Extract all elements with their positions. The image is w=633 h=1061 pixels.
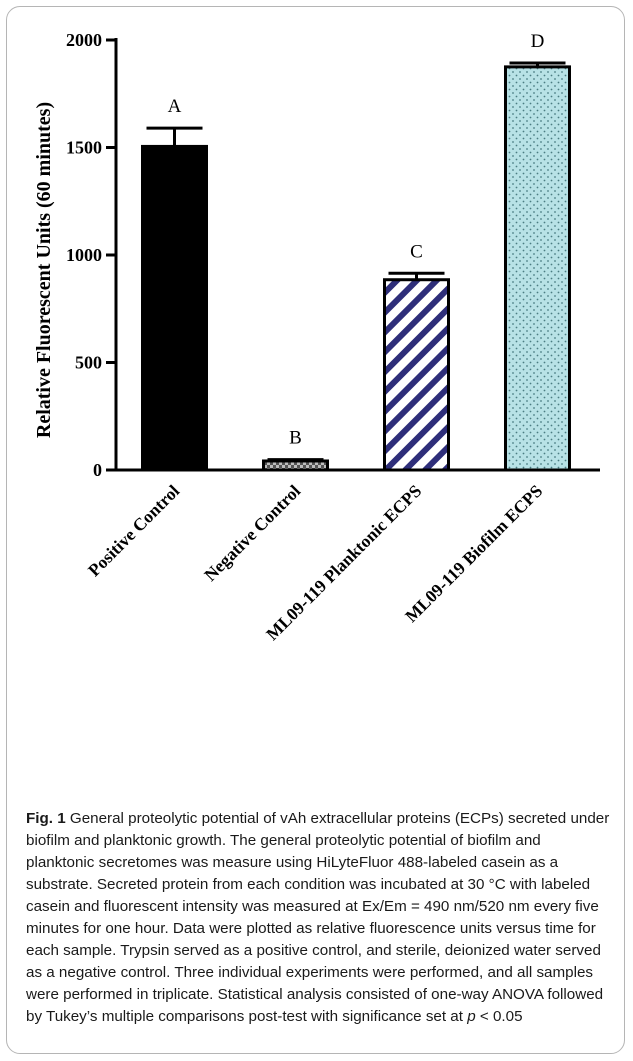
bar [141, 144, 208, 472]
caption-p-symbol: p [467, 1008, 476, 1025]
caption-label: Fig. 1 [26, 810, 66, 827]
y-tick-label: 1000 [66, 245, 102, 265]
bar [383, 278, 450, 472]
x-tick-labels: Positive Control Negative Control ML09-119… [84, 481, 547, 644]
figure-frame [6, 6, 625, 1054]
significance-letter: A [168, 96, 182, 117]
x-tick-label: Positive Control [84, 481, 184, 581]
x-tick-label: ML09-119 Biofilm ECPS [401, 481, 546, 626]
figure-caption: Fig. 1 General proteolytic potential of … [26, 808, 611, 1028]
y-tick-label: 500 [75, 353, 102, 373]
significance-letter: D [531, 31, 545, 52]
y-tick-label: 1500 [66, 138, 102, 158]
bar [504, 65, 571, 472]
bars-group: A B C D [141, 31, 571, 472]
y-tick-label: 2000 [66, 30, 102, 50]
caption-text: General proteolytic potential of vAh ext… [26, 810, 610, 1025]
bar [262, 459, 329, 472]
caption-text-end: < 0.05 [475, 1008, 523, 1025]
y-tick-label: 0 [93, 460, 102, 480]
x-tick-label: Negative Control [200, 481, 304, 585]
significance-letter: C [410, 241, 423, 262]
significance-letter: B [289, 428, 302, 449]
y-axis-label: Relative Fluorescent Units (60 minutes) [33, 102, 55, 438]
bar-chart: Relative Fluorescent Units (60 minutes) … [33, 30, 600, 644]
